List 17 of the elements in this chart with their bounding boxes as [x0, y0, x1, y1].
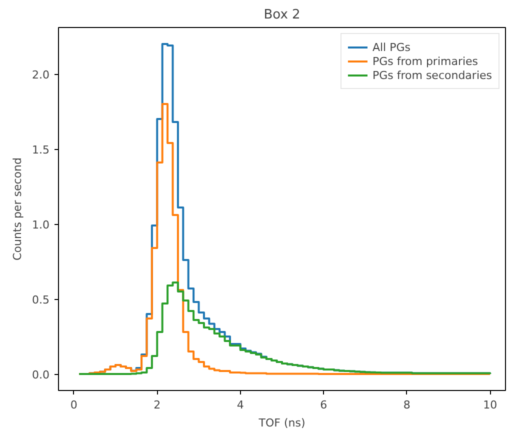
legend-label: PGs from primaries	[372, 54, 478, 68]
y-tick-label: 0.5	[32, 294, 50, 306]
y-tick-label: 2.0	[32, 68, 50, 82]
x-tick-label: 10	[483, 398, 498, 412]
y-tick-label: 0.0	[32, 368, 50, 382]
y-axis-title: Counts per second	[11, 158, 24, 260]
x-tick-label: 2	[154, 398, 161, 412]
y-tick-label: 1.5	[32, 144, 50, 156]
x-tick-label: 6	[320, 398, 328, 412]
y-tick-label: 1.0	[32, 218, 50, 232]
x-tick-label: 8	[403, 398, 410, 412]
chart-title: Box 2	[264, 8, 300, 22]
legend-label: All PGs	[372, 40, 410, 54]
x-tick-label: 4	[236, 398, 244, 412]
legend-label: PGs from secondaries	[372, 68, 492, 82]
x-tick-label: 0	[70, 398, 78, 412]
x-axis-title: TOF (ns)	[258, 416, 306, 430]
